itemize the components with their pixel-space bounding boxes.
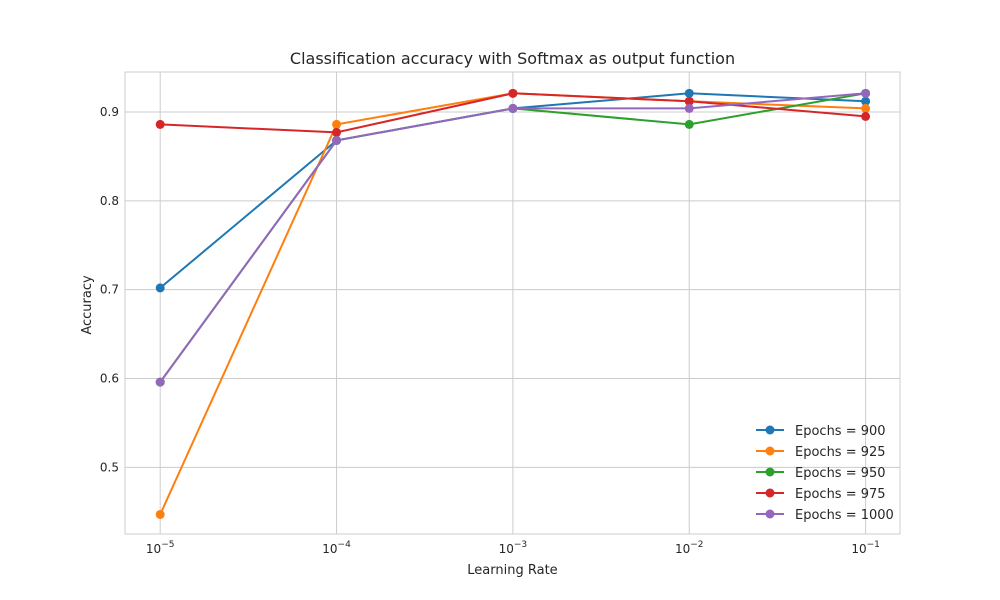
data-point bbox=[332, 119, 342, 129]
x-tick-exponent: −3 bbox=[514, 540, 527, 550]
x-tick-base: 10 bbox=[851, 542, 866, 556]
legend-marker bbox=[765, 425, 775, 435]
legend-marker bbox=[765, 446, 775, 456]
data-point bbox=[508, 103, 518, 113]
grid-lines bbox=[125, 72, 900, 534]
plot-frame bbox=[124, 71, 901, 535]
x-tick-label: 10−3 bbox=[499, 540, 528, 556]
legend-label: Epochs = 925 bbox=[795, 445, 886, 460]
data-point bbox=[155, 283, 165, 293]
x-tick-label: 10−4 bbox=[322, 540, 351, 556]
x-tick-exponent: −4 bbox=[338, 540, 352, 550]
data-point bbox=[155, 377, 165, 387]
legend-marker bbox=[765, 467, 775, 477]
data-point bbox=[155, 509, 165, 519]
x-axis-label: Learning Rate bbox=[467, 563, 557, 578]
data-point bbox=[861, 103, 871, 113]
chart-title: Classification accuracy with Softmax as … bbox=[290, 49, 735, 68]
legend: Epochs = 900 Epochs = 925 Epochs = 950 Epoc… bbox=[756, 424, 894, 523]
data-point bbox=[332, 127, 342, 137]
y-axis-ticks: 0.5 0.6 0.7 0.8 0.9 bbox=[100, 105, 119, 474]
legend-marker bbox=[765, 488, 775, 498]
x-tick-base: 10 bbox=[499, 542, 514, 556]
y-tick-label: 0.8 bbox=[100, 194, 119, 208]
x-tick-base: 10 bbox=[675, 542, 690, 556]
data-point bbox=[684, 96, 694, 106]
x-tick-base: 10 bbox=[146, 542, 161, 556]
x-axis-ticks: 10−5 10−4 10−3 10−2 10−1 bbox=[146, 540, 880, 556]
legend-marker bbox=[765, 509, 775, 519]
y-axis-label: Accuracy bbox=[80, 275, 95, 335]
data-point bbox=[508, 88, 518, 98]
data-point bbox=[861, 111, 871, 121]
x-tick-exponent: −2 bbox=[690, 540, 703, 550]
x-tick-base: 10 bbox=[322, 542, 337, 556]
y-tick-label: 0.5 bbox=[100, 460, 119, 474]
data-point bbox=[684, 103, 694, 113]
y-tick-label: 0.6 bbox=[100, 372, 119, 386]
x-tick-label: 10−2 bbox=[675, 540, 704, 556]
data-point bbox=[684, 88, 694, 98]
y-tick-label: 0.7 bbox=[100, 283, 119, 297]
legend-label: Epochs = 975 bbox=[795, 487, 886, 502]
data-point bbox=[155, 119, 165, 129]
legend-label: Epochs = 900 bbox=[795, 424, 886, 439]
data-point bbox=[861, 88, 871, 98]
x-tick-label: 10−1 bbox=[851, 540, 880, 556]
x-tick-label: 10−5 bbox=[146, 540, 175, 556]
x-tick-exponent: −1 bbox=[867, 540, 880, 550]
y-tick-label: 0.9 bbox=[100, 105, 119, 119]
series-group bbox=[155, 88, 871, 519]
x-tick-exponent: −5 bbox=[161, 540, 174, 550]
data-point bbox=[332, 135, 342, 145]
data-point bbox=[684, 119, 694, 129]
legend-label: Epochs = 1000 bbox=[795, 508, 894, 523]
legend-label: Epochs = 950 bbox=[795, 466, 886, 481]
data-point bbox=[861, 96, 871, 106]
